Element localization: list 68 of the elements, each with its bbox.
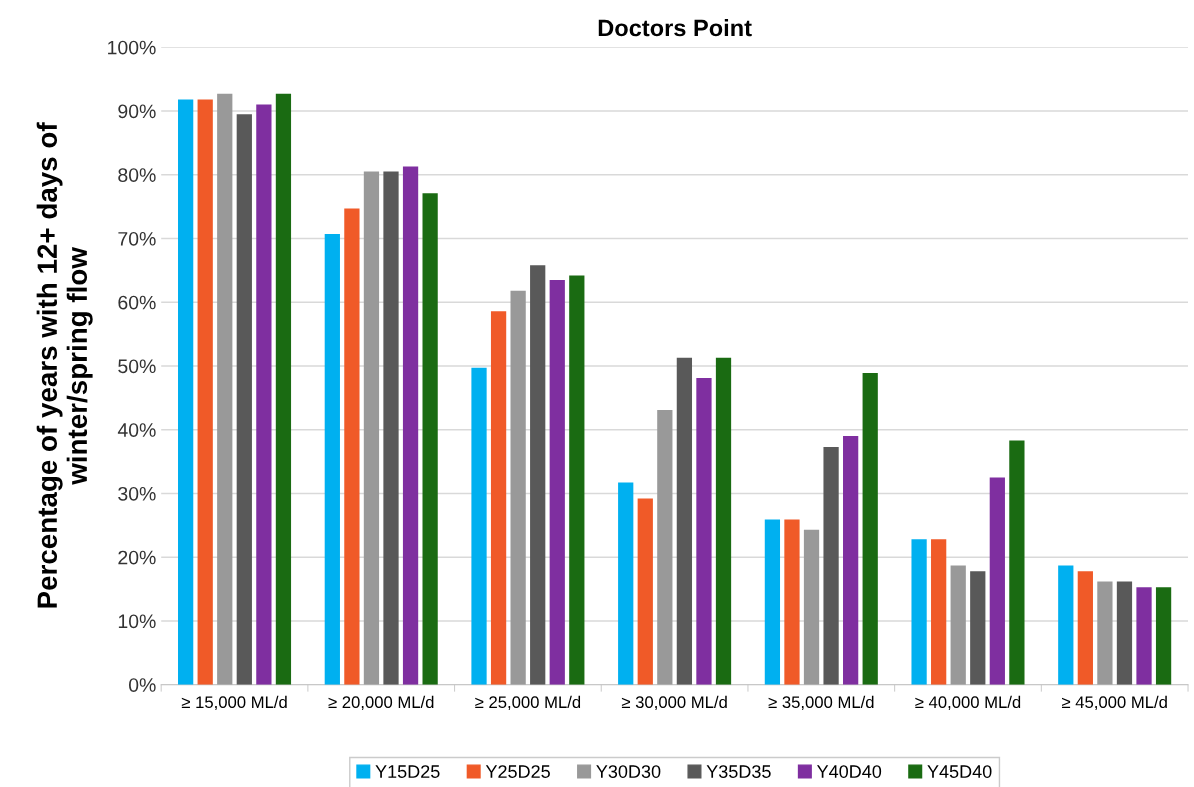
x-tick-label: ≥ 35,000 ML/d bbox=[768, 695, 874, 711]
bar bbox=[715, 357, 732, 685]
legend-label: Y25D25 bbox=[485, 765, 550, 778]
y-tick-label: 0% bbox=[128, 678, 156, 692]
bar bbox=[1058, 565, 1074, 685]
y-tick-label: 80% bbox=[118, 168, 156, 182]
bar bbox=[549, 279, 565, 685]
x-tick-label: ≥ 20,000 ML/d bbox=[328, 695, 434, 711]
bar bbox=[989, 477, 1005, 685]
bar bbox=[950, 565, 966, 685]
bar bbox=[324, 234, 340, 685]
x-tick-label: ≥ 40,000 ML/d bbox=[915, 695, 1021, 711]
y-tick-label: 90% bbox=[118, 104, 156, 119]
bar bbox=[1077, 571, 1093, 685]
bar bbox=[344, 208, 360, 685]
bar bbox=[931, 539, 947, 685]
bar bbox=[862, 372, 878, 685]
bar bbox=[510, 290, 526, 685]
bar bbox=[803, 529, 820, 685]
x-tick-label: ≥ 30,000 ML/d bbox=[621, 695, 727, 711]
bar bbox=[1155, 587, 1172, 685]
bar bbox=[970, 571, 986, 685]
bar bbox=[1009, 440, 1025, 685]
bar bbox=[383, 171, 399, 685]
y-tick-label: 40% bbox=[117, 423, 156, 437]
bar bbox=[764, 519, 781, 685]
bar bbox=[696, 378, 712, 685]
bar bbox=[178, 99, 194, 685]
y-axis-title: Percentage of years with 12+ days of winter/spring flow bbox=[36, 122, 93, 608]
bar bbox=[530, 265, 546, 685]
bar bbox=[618, 482, 634, 685]
x-tick-label: ≥ 25,000 ML/d bbox=[475, 695, 581, 711]
bar bbox=[236, 114, 252, 685]
y-tick-label: 100% bbox=[108, 40, 156, 55]
bar bbox=[197, 99, 213, 685]
bar bbox=[1097, 581, 1113, 685]
bar bbox=[471, 367, 487, 685]
x-tick-label: ≥ 15,000 ML/d bbox=[181, 695, 287, 711]
bar bbox=[363, 171, 380, 685]
legend-label: Y35D35 bbox=[706, 765, 771, 778]
y-tick-label: 10% bbox=[118, 614, 156, 629]
bar bbox=[823, 446, 839, 685]
legend-label: Y45D40 bbox=[927, 765, 992, 778]
bar bbox=[676, 357, 693, 685]
chart-title: Doctors Point bbox=[598, 19, 752, 37]
bar bbox=[784, 519, 800, 685]
bar bbox=[843, 436, 859, 685]
bar bbox=[569, 275, 585, 685]
y-tick-label: 70% bbox=[118, 231, 156, 246]
bar bbox=[657, 409, 673, 685]
y-tick-label: 30% bbox=[118, 486, 156, 501]
bar bbox=[1116, 581, 1133, 685]
y-tick-label: 50% bbox=[118, 359, 156, 374]
legend-label: Y40D40 bbox=[816, 765, 882, 778]
y-tick-label: 20% bbox=[118, 550, 156, 565]
legend-label: Y15D25 bbox=[375, 765, 440, 778]
x-tick-label: ≥ 45,000 ML/d bbox=[1062, 695, 1167, 711]
bar bbox=[275, 93, 292, 685]
bar bbox=[1136, 587, 1152, 685]
y-tick-label: 60% bbox=[118, 295, 156, 310]
bar bbox=[637, 498, 653, 685]
bar bbox=[911, 539, 927, 685]
bar bbox=[402, 166, 419, 685]
bar bbox=[256, 104, 272, 685]
bar bbox=[422, 193, 438, 685]
legend-label: Y30D30 bbox=[596, 765, 661, 778]
bar bbox=[217, 93, 233, 685]
bar bbox=[490, 311, 507, 685]
